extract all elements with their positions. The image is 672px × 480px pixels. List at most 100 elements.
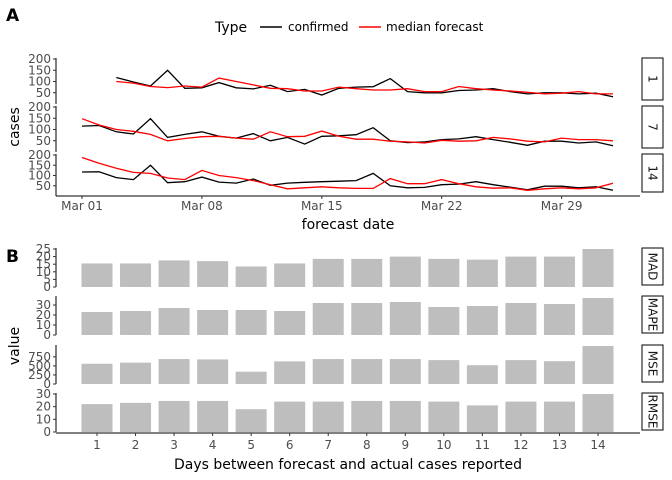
bar-mape-7	[312, 303, 344, 335]
x-tick-label: 1	[93, 438, 101, 452]
bar-rmse-3	[158, 400, 190, 432]
bar-rmse-5	[235, 409, 267, 432]
series-line-median-forecast	[116, 77, 613, 95]
bar-mse-3	[158, 359, 190, 384]
bar-rmse-1	[81, 404, 113, 432]
bar-mad-1	[81, 263, 113, 287]
panel-b-x-axis-title: Days between forecast and actual cases r…	[174, 457, 522, 473]
bar-mad-7	[312, 258, 344, 287]
y-tick-label: 10	[36, 265, 51, 279]
bar-mse-14	[582, 346, 614, 384]
x-tick-label: Mar 15	[301, 199, 343, 213]
series-line-median-forecast	[81, 156, 614, 191]
y-tick-label: 0	[43, 280, 51, 294]
y-tick-label: 100	[28, 75, 51, 89]
series-line-confirmed	[116, 69, 614, 98]
y-tick-label: 20	[36, 250, 51, 264]
y-tick-label: 0	[43, 328, 51, 342]
y-tick-label: 10	[36, 318, 51, 332]
y-tick-label: 50	[36, 134, 51, 148]
x-tick-label: Mar 29	[541, 199, 583, 213]
bar-mape-14	[582, 298, 614, 335]
x-tick-label: 9	[401, 438, 409, 452]
legend-label-median-forecast: median forecast	[386, 20, 484, 34]
bar-mse-8	[351, 359, 383, 384]
y-tick-label: 750	[28, 350, 51, 364]
y-tick-label: 5	[43, 272, 51, 286]
bar-mad-5	[235, 266, 267, 287]
bar-mad-6	[274, 263, 306, 287]
bar-mse-13	[543, 361, 575, 384]
facet-strip-label: 14	[646, 165, 660, 180]
bar-mad-14	[582, 249, 614, 287]
y-tick-label: 50	[36, 179, 51, 193]
x-tick-label: Mar 01	[61, 199, 103, 213]
bar-rmse-8	[351, 400, 383, 432]
y-tick-label: 100	[28, 123, 51, 137]
y-tick-label: 150	[28, 63, 51, 77]
facet-strip-label: MAD	[646, 253, 660, 281]
bar-mape-2	[120, 311, 152, 335]
bar-rmse-9	[389, 400, 421, 432]
panel-a-y-axis-title: cases	[7, 107, 23, 146]
facet-strip	[641, 247, 664, 286]
facet-strip-label: RMSE	[646, 395, 660, 429]
bar-mad-2	[120, 263, 152, 287]
x-tick-label: 6	[286, 438, 294, 452]
bar-mape-3	[158, 308, 190, 335]
facet-strip	[641, 105, 664, 149]
bar-mad-3	[158, 260, 190, 287]
panel-label-b: B	[6, 247, 19, 267]
facet-strip	[641, 295, 664, 334]
bar-rmse-12	[505, 401, 537, 432]
facet-strip-label: 1	[646, 75, 660, 83]
bar-mad-4	[197, 261, 229, 287]
y-tick-label: 250	[28, 368, 51, 382]
bar-mse-6	[274, 361, 306, 384]
y-tick-label: 150	[28, 111, 51, 125]
y-tick-label: 200	[28, 52, 51, 66]
bar-mad-10	[428, 258, 460, 287]
x-tick-label: 14	[590, 438, 605, 452]
y-tick-label: 150	[28, 158, 51, 172]
x-tick-label: 3	[170, 438, 178, 452]
y-tick-label: 15	[36, 257, 51, 271]
bar-mape-6	[274, 311, 306, 335]
facet-strip-label: MSE	[646, 351, 660, 377]
bar-rmse-10	[428, 401, 460, 432]
panel-a-x-axis-title: forecast date	[302, 217, 395, 233]
y-tick-label: 25	[36, 242, 51, 256]
bar-mape-8	[351, 303, 383, 335]
panel-b-x-axis: 1 2 3 4 5 6 7 8 9 10 11 12 13 14	[56, 432, 640, 452]
x-tick-label: 13	[552, 438, 567, 452]
y-tick-label: 100	[28, 169, 51, 183]
y-tick-label: 500	[28, 359, 51, 373]
y-tick-label: 0	[43, 377, 51, 391]
bar-mse-12	[505, 360, 537, 384]
bar-mad-8	[351, 258, 383, 287]
bar-mad-12	[505, 256, 537, 287]
y-tick-label: 200	[28, 100, 51, 114]
bar-mape-5	[235, 310, 267, 335]
y-tick-label: 30	[36, 387, 51, 401]
x-tick-label: 5	[247, 438, 255, 452]
facet-strip-label: 7	[646, 123, 660, 131]
bar-mse-7	[312, 359, 344, 384]
bar-mse-5	[235, 371, 267, 384]
bar-mse-9	[389, 359, 421, 384]
legend-label-confirmed: confirmed	[288, 20, 349, 34]
bar-mape-9	[389, 302, 421, 335]
x-tick-label: 10	[436, 438, 451, 452]
bar-mse-11	[466, 365, 498, 384]
panel-a-x-axis: Mar 01 Mar 08 Mar 15 Mar 22 Mar 29	[56, 195, 640, 213]
x-tick-label: 7	[324, 438, 332, 452]
y-tick-label: 20	[36, 400, 51, 414]
bar-mape-1	[81, 312, 113, 335]
panel-a-line-charts: 5010015020015010015020075010015020014Mar…	[28, 52, 664, 213]
